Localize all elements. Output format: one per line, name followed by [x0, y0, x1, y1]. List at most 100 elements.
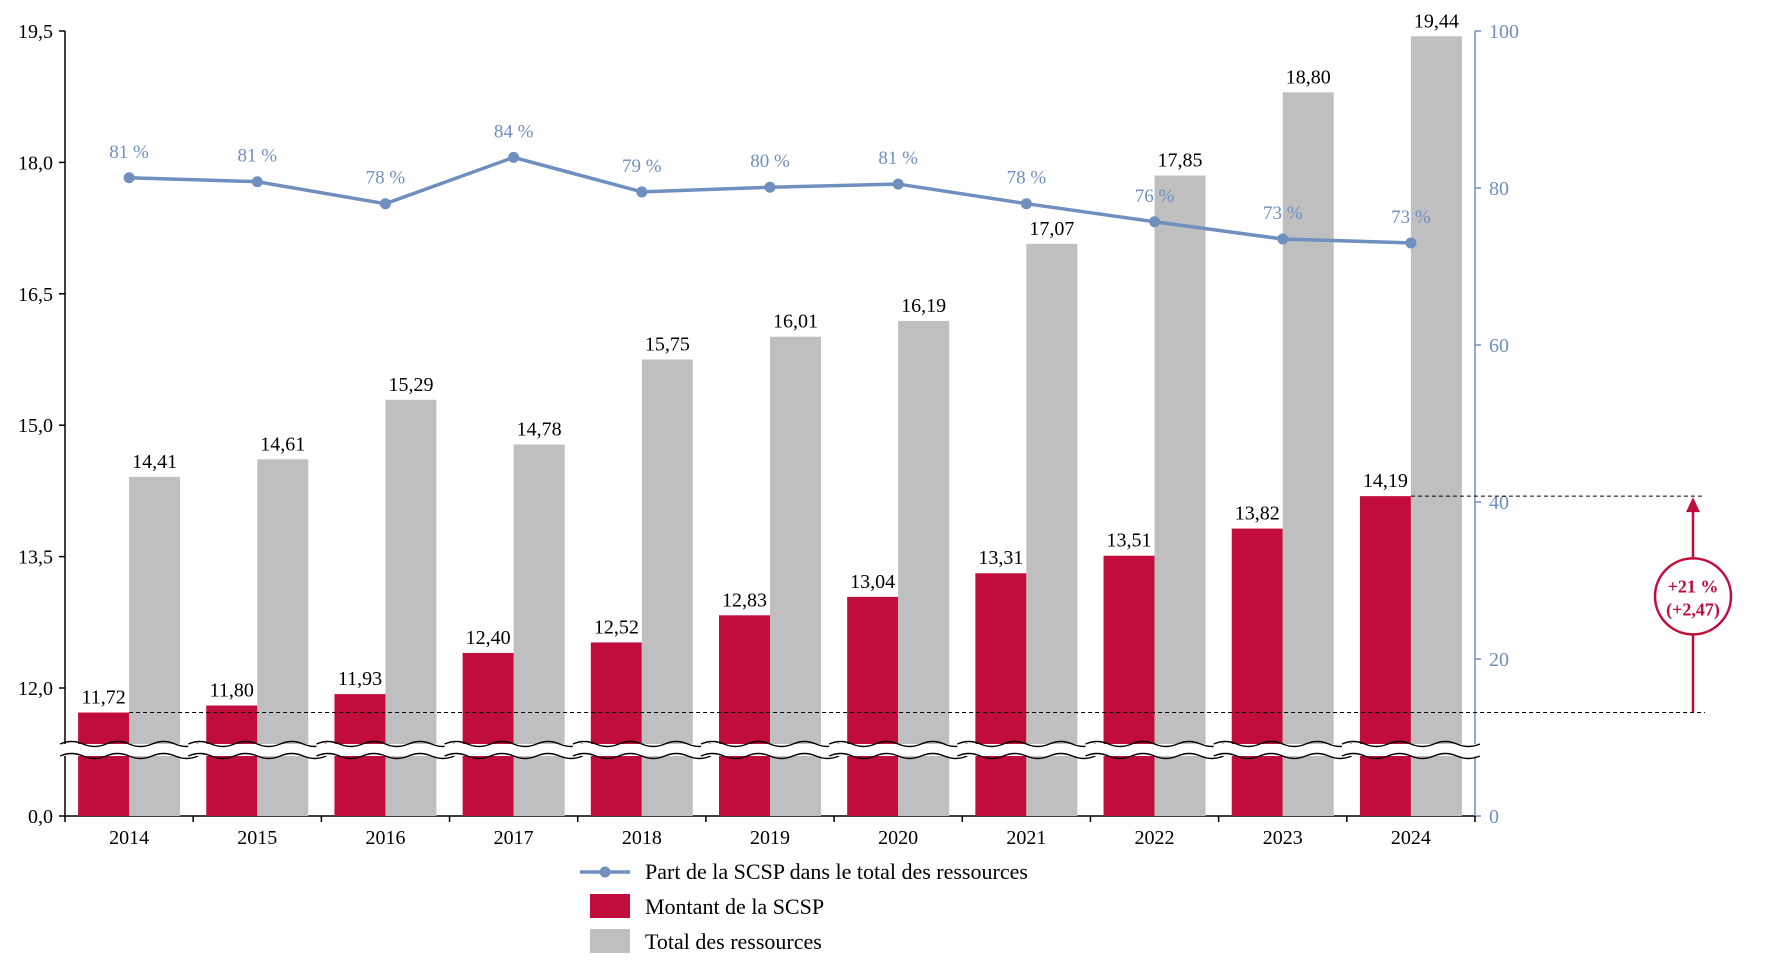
bar-montant-scsp — [462, 652, 514, 816]
axis-break-mark — [187, 752, 327, 760]
right-axis-tick-label: 80 — [1489, 178, 1509, 200]
axis-break-gap — [188, 744, 327, 756]
bar-total-ressources — [257, 459, 309, 816]
bar-value-label-total: 18,80 — [1286, 66, 1331, 88]
bar-total-ressources — [770, 336, 821, 816]
bar-value-label-montant: 12,83 — [722, 589, 767, 611]
x-axis-tick-label: 2020 — [878, 827, 918, 849]
bar-total-ressources — [1154, 175, 1206, 817]
bar-total-ressources — [1026, 243, 1078, 817]
axis-break-gap — [444, 744, 583, 756]
axis-break-gap — [1085, 744, 1224, 756]
left-axis-tick-label: 0,0 — [28, 806, 53, 828]
line-value-label: 73 % — [1391, 207, 1431, 228]
growth-annotation-bubble — [1653, 557, 1733, 636]
axis-break-mark — [828, 740, 968, 748]
axis-break-mark — [1213, 752, 1353, 760]
bar-montant-scsp — [1231, 528, 1283, 816]
right-axis-tick-label: 100 — [1489, 21, 1519, 43]
bar-value-label-total: 14,78 — [517, 418, 562, 440]
axis-break-mark — [828, 752, 968, 760]
line-point-part-scsp — [123, 172, 135, 184]
growth-arrow-head — [1686, 497, 1700, 513]
bar-value-label-total: 16,01 — [773, 311, 818, 333]
bar-value-label-montant: 11,93 — [338, 668, 382, 690]
left-axis-tick-label: 13,5 — [18, 547, 53, 569]
bar-value-label-montant: 12,40 — [466, 627, 511, 649]
left-axis-tick-label: 18,0 — [18, 152, 53, 174]
axis-break-mark — [1085, 752, 1224, 760]
bar-value-label-montant: 13,31 — [978, 547, 1023, 569]
left-axis-tick-label: 16,5 — [18, 284, 53, 306]
bar-total-ressources — [898, 320, 950, 816]
x-axis-tick-label: 2022 — [1135, 827, 1175, 849]
bar-value-label-montant: 13,04 — [850, 571, 895, 593]
line-point-part-scsp — [508, 151, 520, 163]
axis-break-mark — [1213, 740, 1353, 748]
legend-line-marker — [599, 866, 611, 878]
legend-swatch-total — [590, 929, 630, 953]
bar-value-label-total: 17,85 — [1158, 150, 1203, 172]
x-axis-tick-label: 2023 — [1263, 827, 1303, 849]
bar-value-label-total: 14,41 — [132, 451, 177, 473]
axis-break-gap — [701, 744, 839, 756]
bar-value-label-total: 15,29 — [388, 374, 433, 396]
bar-total-ressources — [513, 444, 565, 816]
right-axis-tick-label: 40 — [1489, 492, 1509, 514]
line-value-label: 81 % — [109, 142, 149, 163]
line-value-label: 76 % — [1135, 186, 1175, 207]
bar-value-label-total: 15,75 — [645, 334, 690, 356]
growth-annotation-amount: (+2,47) — [1666, 599, 1720, 620]
bar-montant-scsp — [1103, 555, 1155, 816]
axis-break-mark — [1341, 740, 1481, 748]
line-point-part-scsp — [892, 178, 904, 190]
legend-label-montant: Montant de la SCSP — [645, 894, 824, 919]
line-point-part-scsp — [1405, 237, 1417, 249]
x-axis-tick-label: 2018 — [622, 827, 662, 849]
axis-break-mark — [316, 752, 455, 760]
bar-value-label-montant: 13,82 — [1235, 503, 1280, 525]
bar-value-label-montant: 14,19 — [1363, 470, 1408, 492]
axis-break-mark — [59, 752, 199, 760]
bar-montant-scsp — [206, 705, 258, 816]
x-axis-tick-label: 2024 — [1391, 827, 1431, 849]
line-point-part-scsp — [1277, 233, 1289, 245]
bar-value-label-total: 17,07 — [1029, 218, 1074, 240]
line-value-label: 81 % — [878, 148, 918, 169]
axis-break-gap — [1213, 744, 1352, 756]
line-value-label: 78 % — [1007, 168, 1047, 189]
axis-break-gap — [572, 744, 711, 756]
axis-break-mark — [572, 752, 712, 760]
bar-montant-scsp — [1359, 496, 1411, 816]
axis-break-mark — [444, 752, 583, 760]
bar-montant-scsp — [719, 615, 770, 816]
right-axis-tick-label: 0 — [1489, 806, 1499, 828]
axis-break-gap — [1341, 744, 1480, 756]
line-point-part-scsp — [636, 186, 648, 198]
line-point-part-scsp — [1149, 216, 1161, 228]
x-axis-tick-label: 2019 — [750, 827, 790, 849]
line-point-part-scsp — [379, 198, 391, 210]
axis-break-gap — [60, 744, 199, 756]
bar-value-label-montant: 12,52 — [594, 616, 639, 638]
bar-total-ressources — [641, 359, 693, 816]
legend-label-part-scsp: Part de la SCSP dans le total des ressou… — [645, 859, 1028, 884]
bar-total-ressources — [1410, 36, 1462, 817]
left-axis-tick-label: 12,0 — [18, 678, 53, 700]
line-point-part-scsp — [1020, 198, 1032, 210]
right-axis-tick-label: 20 — [1489, 649, 1509, 671]
bar-total-ressources — [129, 476, 181, 816]
line-value-label: 79 % — [622, 156, 662, 177]
axis-break-mark — [187, 740, 327, 748]
line-value-label: 80 % — [750, 151, 790, 172]
bar-value-label-montant: 13,51 — [1107, 530, 1152, 552]
axis-break-mark — [444, 740, 583, 748]
left-axis-tick-label: 15,0 — [18, 415, 53, 437]
growth-annotation-percent: +21 % — [1668, 576, 1719, 596]
x-axis-tick-label: 2015 — [237, 827, 277, 849]
bar-montant-scsp — [78, 712, 130, 816]
bar-montant-scsp — [590, 642, 642, 816]
axis-break-gap — [316, 744, 455, 756]
